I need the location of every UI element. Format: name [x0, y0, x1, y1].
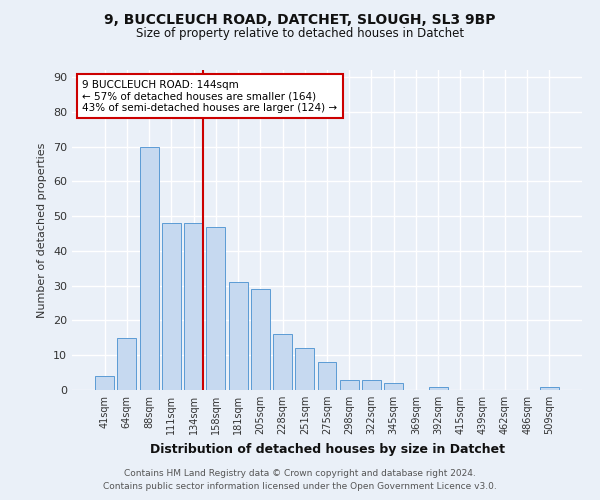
Bar: [140, 146, 158, 390]
Bar: [540, 386, 559, 390]
X-axis label: Distribution of detached houses by size in Datchet: Distribution of detached houses by size …: [149, 442, 505, 456]
Bar: [184, 223, 203, 390]
Y-axis label: Number of detached properties: Number of detached properties: [37, 142, 47, 318]
Bar: [340, 380, 359, 390]
Bar: [273, 334, 292, 390]
Bar: [317, 362, 337, 390]
Bar: [295, 348, 314, 390]
Bar: [429, 386, 448, 390]
Bar: [95, 376, 114, 390]
Text: 9, BUCCLEUCH ROAD, DATCHET, SLOUGH, SL3 9BP: 9, BUCCLEUCH ROAD, DATCHET, SLOUGH, SL3 …: [104, 12, 496, 26]
Text: Contains public sector information licensed under the Open Government Licence v3: Contains public sector information licen…: [103, 482, 497, 491]
Bar: [206, 226, 225, 390]
Bar: [162, 223, 181, 390]
Bar: [229, 282, 248, 390]
Bar: [118, 338, 136, 390]
Text: Size of property relative to detached houses in Datchet: Size of property relative to detached ho…: [136, 28, 464, 40]
Text: 9 BUCCLEUCH ROAD: 144sqm
← 57% of detached houses are smaller (164)
43% of semi-: 9 BUCCLEUCH ROAD: 144sqm ← 57% of detach…: [82, 80, 337, 113]
Bar: [384, 383, 403, 390]
Bar: [362, 380, 381, 390]
Bar: [251, 289, 270, 390]
Text: Contains HM Land Registry data © Crown copyright and database right 2024.: Contains HM Land Registry data © Crown c…: [124, 468, 476, 477]
